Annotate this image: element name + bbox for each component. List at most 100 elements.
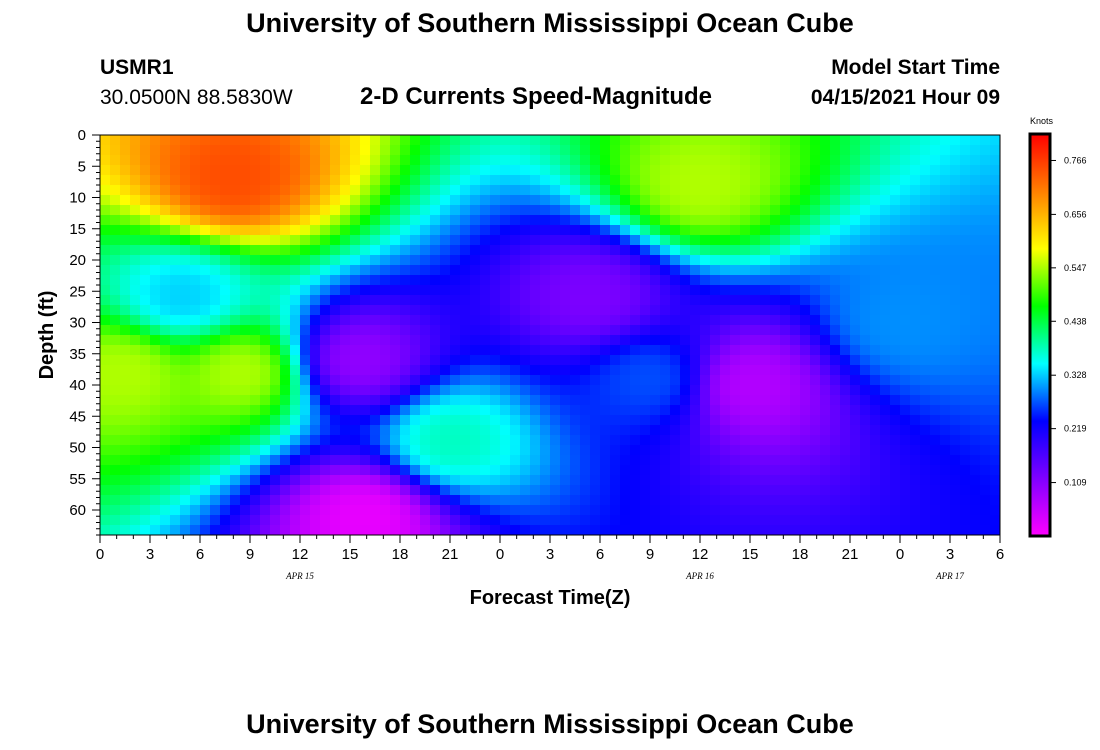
heat-cell bbox=[130, 265, 141, 276]
heat-cell bbox=[970, 305, 981, 316]
heat-cell bbox=[310, 505, 321, 516]
heat-cell bbox=[830, 305, 841, 316]
heat-cell bbox=[890, 315, 901, 326]
heat-cell bbox=[490, 165, 501, 176]
heat-cell bbox=[650, 325, 661, 336]
heat-cell bbox=[670, 135, 681, 146]
heat-cell bbox=[240, 435, 251, 446]
heat-cell bbox=[430, 335, 441, 346]
heat-cell bbox=[170, 515, 181, 526]
heat-cell bbox=[980, 205, 991, 216]
heat-cell bbox=[330, 195, 341, 206]
heat-cell bbox=[620, 395, 631, 406]
heat-cell bbox=[660, 205, 671, 216]
y-tick-label: 10 bbox=[69, 190, 86, 207]
heat-cell bbox=[980, 405, 991, 416]
heat-cell bbox=[650, 415, 661, 426]
heat-cell bbox=[650, 305, 661, 316]
heat-cell bbox=[900, 295, 911, 306]
heat-cell bbox=[900, 515, 911, 526]
heat-cell bbox=[680, 375, 691, 386]
heat-cell bbox=[930, 135, 941, 146]
heat-cell bbox=[620, 245, 631, 256]
heat-cell bbox=[380, 335, 391, 346]
heat-cell bbox=[180, 165, 191, 176]
heat-cell bbox=[360, 185, 371, 196]
heat-cell bbox=[840, 385, 851, 396]
heat-cell bbox=[140, 165, 151, 176]
heat-cell bbox=[610, 255, 621, 266]
heat-cell bbox=[380, 215, 391, 226]
heat-cell bbox=[400, 145, 411, 156]
heat-cell bbox=[140, 485, 151, 496]
heat-cell bbox=[270, 305, 281, 316]
heat-cell bbox=[690, 225, 701, 236]
heat-cell bbox=[860, 135, 871, 146]
heat-cell bbox=[190, 225, 201, 236]
heat-cell bbox=[820, 135, 831, 146]
heat-cell bbox=[530, 145, 541, 156]
heat-cell bbox=[900, 385, 911, 396]
heat-cell bbox=[790, 445, 801, 456]
heat-cell bbox=[430, 475, 441, 486]
heat-cell bbox=[190, 405, 201, 416]
heat-cell bbox=[510, 165, 521, 176]
heat-cell bbox=[230, 415, 241, 426]
heat-cell bbox=[640, 255, 651, 266]
heat-cell bbox=[920, 235, 931, 246]
heat-cell bbox=[100, 495, 111, 506]
heat-cell bbox=[460, 235, 471, 246]
heat-cell bbox=[940, 475, 951, 486]
heat-cell bbox=[410, 275, 421, 286]
heat-cell bbox=[910, 295, 921, 306]
heat-cell bbox=[810, 265, 821, 276]
heat-cell bbox=[460, 495, 471, 506]
heat-cell bbox=[300, 525, 311, 535]
heat-cell bbox=[210, 215, 221, 226]
heat-cell bbox=[760, 485, 771, 496]
heat-cell bbox=[850, 175, 861, 186]
heat-cell bbox=[790, 305, 801, 316]
heat-cell bbox=[340, 395, 351, 406]
heat-cell bbox=[840, 395, 851, 406]
heat-cell bbox=[210, 275, 221, 286]
heat-cell bbox=[990, 335, 1000, 346]
heat-cell bbox=[560, 345, 571, 356]
heat-cell bbox=[270, 335, 281, 346]
heat-cell bbox=[550, 505, 561, 516]
heat-cell bbox=[650, 185, 661, 196]
heat-cell bbox=[470, 175, 481, 186]
heat-cell bbox=[410, 135, 421, 146]
heat-cell bbox=[220, 425, 231, 436]
heat-cell bbox=[700, 155, 711, 166]
heat-cell bbox=[820, 165, 831, 176]
heat-cell bbox=[610, 385, 621, 396]
heat-cell bbox=[250, 245, 261, 256]
heat-cell bbox=[400, 495, 411, 506]
heat-cell bbox=[160, 305, 171, 316]
heat-cell bbox=[120, 215, 131, 226]
heat-cell bbox=[300, 275, 311, 286]
heat-cell bbox=[500, 215, 511, 226]
heat-cell bbox=[420, 485, 431, 496]
heat-cell bbox=[560, 205, 571, 216]
heat-cell bbox=[560, 425, 571, 436]
heat-cell bbox=[250, 345, 261, 356]
heat-cell bbox=[610, 455, 621, 466]
heat-cell bbox=[550, 145, 561, 156]
heat-cell bbox=[960, 175, 971, 186]
heat-cell bbox=[250, 295, 261, 306]
heat-cell bbox=[260, 505, 271, 516]
heat-cell bbox=[200, 145, 211, 156]
heat-cell bbox=[640, 315, 651, 326]
heat-cell bbox=[540, 365, 551, 376]
heat-cell bbox=[650, 355, 661, 366]
heat-cell bbox=[500, 185, 511, 196]
heat-cell bbox=[810, 195, 821, 206]
heat-cell bbox=[530, 245, 541, 256]
heat-cell bbox=[630, 315, 641, 326]
heat-cell bbox=[480, 525, 491, 535]
heat-cell bbox=[480, 195, 491, 206]
heat-cell bbox=[340, 285, 351, 296]
heat-cell bbox=[800, 395, 811, 406]
